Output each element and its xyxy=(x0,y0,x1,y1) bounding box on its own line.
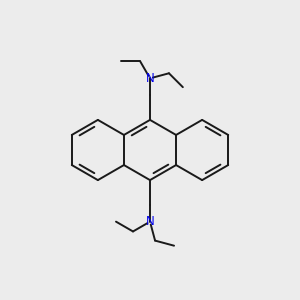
Text: N: N xyxy=(146,72,154,85)
Text: N: N xyxy=(146,215,154,228)
